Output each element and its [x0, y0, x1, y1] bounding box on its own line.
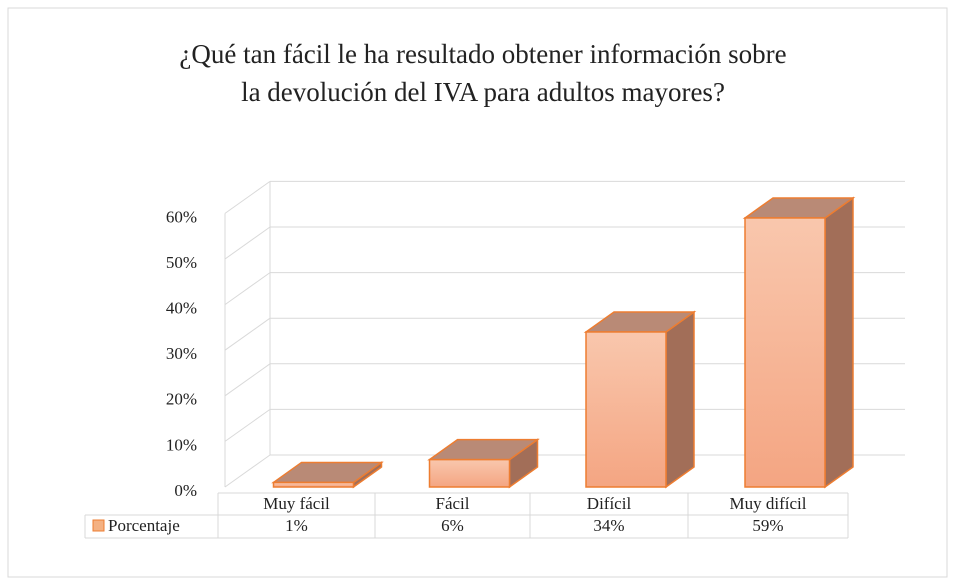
grid-line	[224, 226, 271, 260]
legend-swatch	[92, 519, 105, 532]
y-tick-label: 50%	[166, 253, 197, 272]
x-tick-label: Fácil	[436, 494, 470, 513]
data-label: 6%	[441, 516, 464, 535]
data-table: Porcentaje Muy fácil 1% Fácil 6% Difícil 34% Mu…	[84, 492, 849, 539]
legend-label: Porcentaje	[108, 516, 180, 535]
x-tick-label: Difícil	[587, 494, 632, 513]
x-tick-label: Muy difícil	[730, 494, 807, 513]
y-tick-label: 0%	[174, 481, 197, 500]
grid-line	[224, 363, 271, 397]
bar	[428, 458, 511, 488]
grid-line	[224, 272, 271, 306]
y-tick-label: 10%	[166, 435, 197, 454]
bar	[272, 481, 355, 488]
x-tick-label: Muy fácil	[263, 494, 330, 513]
data-label: 34%	[593, 516, 624, 535]
bar-side	[665, 310, 695, 489]
bar-side	[824, 196, 854, 489]
chart-title: la devolución del IVA para adultos mayor…	[241, 77, 725, 107]
chart-title: ¿Qué tan fácil le ha resultado obtener i…	[179, 39, 786, 69]
grid-line	[224, 408, 271, 442]
y-tick-label: 60%	[166, 207, 197, 226]
grid-line	[224, 454, 271, 488]
y-tick-label: 30%	[166, 344, 197, 363]
y-tick-label: 40%	[166, 299, 197, 318]
bar	[744, 217, 826, 488]
y-tick-label: 20%	[166, 390, 197, 409]
bar	[585, 331, 667, 488]
bars	[271, 196, 856, 489]
grid-line	[224, 180, 271, 214]
data-label: 59%	[752, 516, 783, 535]
grid-line	[224, 317, 271, 351]
data-label: 1%	[285, 516, 308, 535]
